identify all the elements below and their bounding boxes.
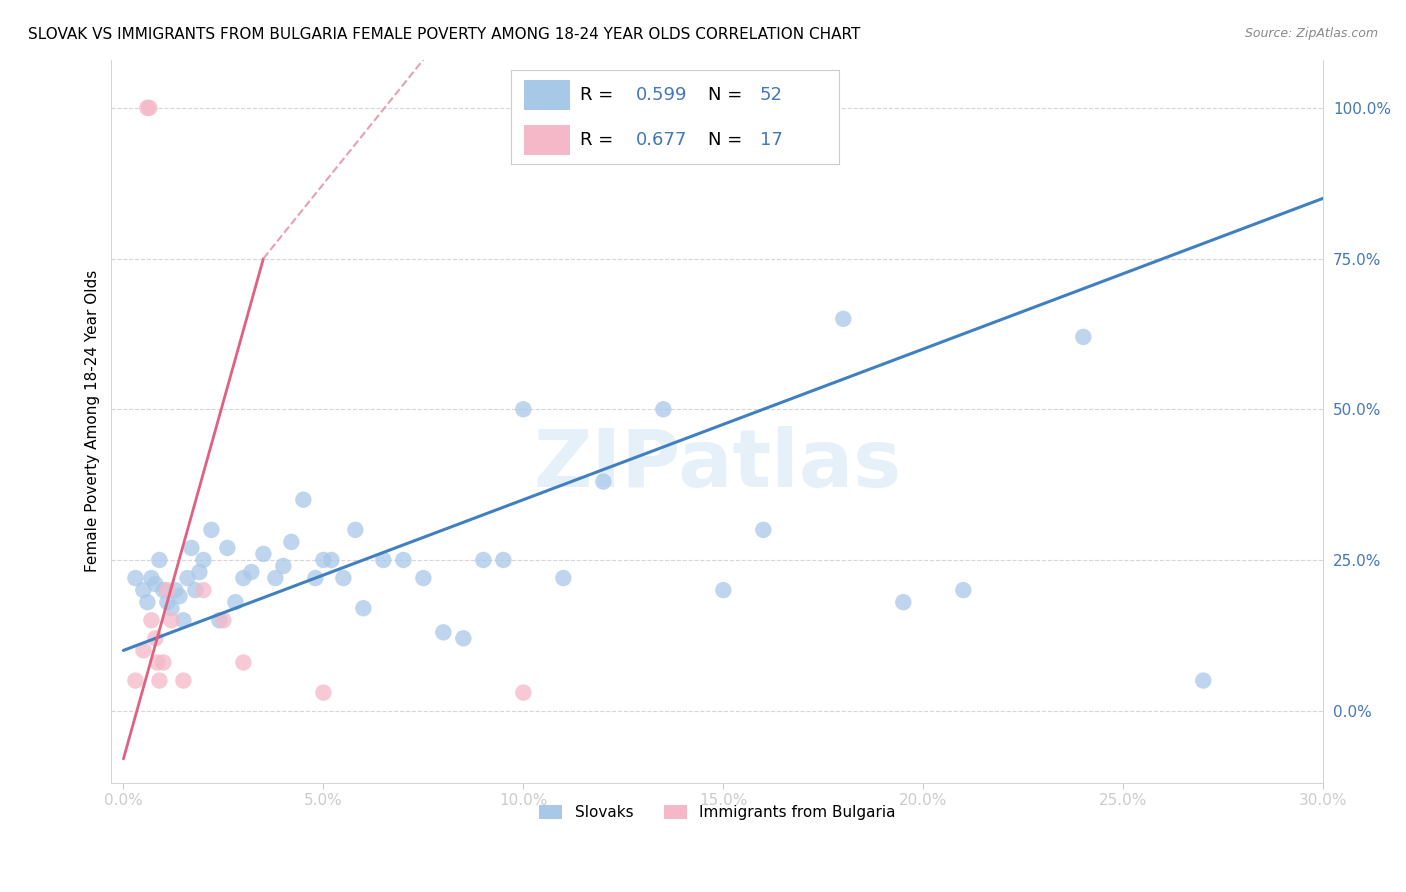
Point xyxy=(312,553,335,567)
Point xyxy=(136,101,159,115)
Point xyxy=(124,673,146,688)
Point xyxy=(200,523,222,537)
Point xyxy=(145,577,167,591)
Point xyxy=(412,571,434,585)
Point xyxy=(344,523,367,537)
Point xyxy=(952,583,974,598)
Point xyxy=(208,613,231,627)
Point xyxy=(240,565,263,579)
Point xyxy=(152,583,174,598)
Point xyxy=(652,402,675,417)
Point xyxy=(156,595,179,609)
Point xyxy=(1192,673,1215,688)
Point xyxy=(138,101,160,115)
Point xyxy=(145,632,167,646)
Point xyxy=(224,595,246,609)
Point xyxy=(592,475,614,489)
Point xyxy=(156,583,179,598)
Y-axis label: Female Poverty Among 18-24 Year Olds: Female Poverty Among 18-24 Year Olds xyxy=(86,270,100,573)
Point xyxy=(193,553,215,567)
Point xyxy=(165,583,187,598)
Point xyxy=(232,571,254,585)
Point xyxy=(312,685,335,699)
Point xyxy=(273,559,295,574)
Point xyxy=(132,643,155,657)
Point xyxy=(141,571,163,585)
Text: Source: ZipAtlas.com: Source: ZipAtlas.com xyxy=(1244,27,1378,40)
Point xyxy=(752,523,775,537)
Point xyxy=(136,595,159,609)
Point xyxy=(184,583,207,598)
Point xyxy=(132,583,155,598)
Point xyxy=(492,553,515,567)
Point xyxy=(152,656,174,670)
Point xyxy=(711,583,734,598)
Point xyxy=(160,613,183,627)
Point xyxy=(232,656,254,670)
Point xyxy=(188,565,211,579)
Point xyxy=(292,492,315,507)
Point xyxy=(352,601,374,615)
Point xyxy=(553,571,575,585)
Point xyxy=(321,553,343,567)
Point xyxy=(180,541,202,555)
Point xyxy=(392,553,415,567)
Point xyxy=(512,402,534,417)
Point xyxy=(148,553,170,567)
Text: ZIPatlas: ZIPatlas xyxy=(533,425,901,504)
Point xyxy=(160,601,183,615)
Point xyxy=(212,613,235,627)
Point xyxy=(193,583,215,598)
Legend: Slovaks, Immigrants from Bulgaria: Slovaks, Immigrants from Bulgaria xyxy=(533,798,901,826)
Point xyxy=(252,547,274,561)
Point xyxy=(304,571,326,585)
Point xyxy=(512,685,534,699)
Point xyxy=(472,553,495,567)
Point xyxy=(148,673,170,688)
Text: SLOVAK VS IMMIGRANTS FROM BULGARIA FEMALE POVERTY AMONG 18-24 YEAR OLDS CORRELAT: SLOVAK VS IMMIGRANTS FROM BULGARIA FEMAL… xyxy=(28,27,860,42)
Point xyxy=(264,571,287,585)
Point xyxy=(1071,330,1094,344)
Point xyxy=(141,613,163,627)
Point xyxy=(146,656,169,670)
Point xyxy=(124,571,146,585)
Point xyxy=(172,613,194,627)
Point xyxy=(332,571,354,585)
Point xyxy=(891,595,914,609)
Point xyxy=(176,571,198,585)
Point xyxy=(453,632,475,646)
Point xyxy=(373,553,395,567)
Point xyxy=(832,311,855,326)
Point xyxy=(169,589,191,603)
Point xyxy=(172,673,194,688)
Point xyxy=(217,541,239,555)
Point xyxy=(432,625,454,640)
Point xyxy=(280,535,302,549)
